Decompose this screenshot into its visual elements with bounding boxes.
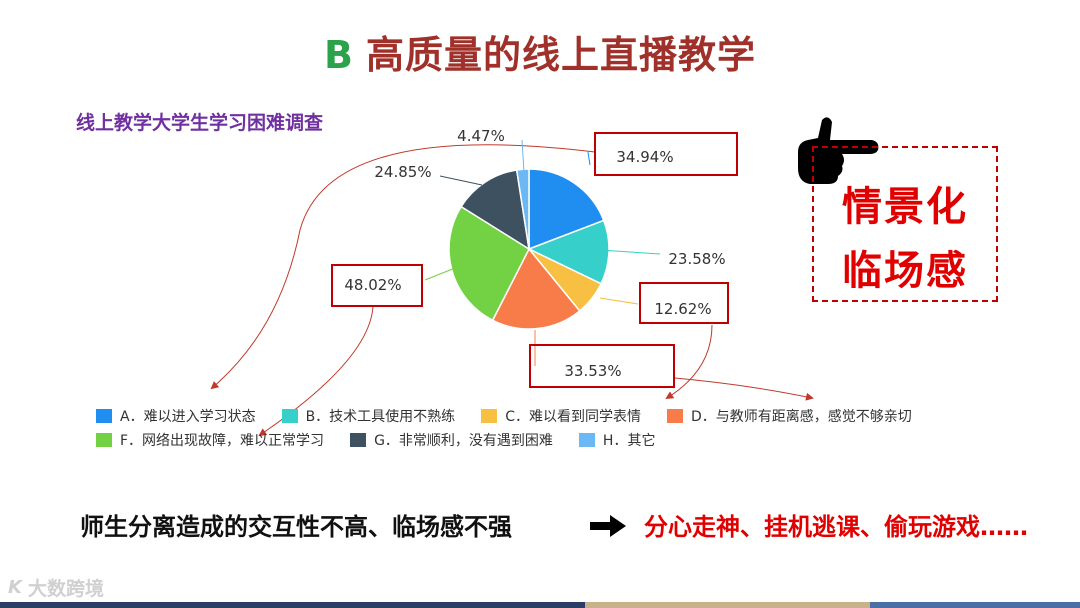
legend-item-g: G．非常顺利，没有遇到困难 (350, 430, 553, 450)
legend-swatch (96, 409, 112, 423)
data-label-h: 4.47% (457, 127, 505, 145)
legend-label: G．非常顺利，没有遇到困难 (374, 433, 553, 449)
legend-label: C．难以看到同学表情 (505, 409, 641, 425)
pie-slice-g (460, 169, 530, 251)
leader-line (521, 139, 525, 173)
legend-swatch (96, 433, 112, 447)
leader-line (587, 151, 591, 166)
survey-title: 线上教学大学生学习困难调查 (76, 112, 324, 134)
legend-label: A．难以进入学习状态 (120, 409, 256, 425)
bottom-band-blue (870, 602, 1080, 608)
legend-label: H．其它 (602, 433, 656, 449)
leader-line (599, 249, 661, 255)
leader-line (439, 175, 483, 186)
highlight-box-a (594, 132, 738, 176)
highlight-box-d (529, 344, 675, 388)
callout-box: 情景化 临场感 (812, 146, 998, 302)
legend-item-h: H．其它 (578, 430, 656, 450)
bottom-band-gold (585, 602, 870, 608)
title-text: 高质量的线上直播教学 (365, 33, 756, 77)
annotation-curve (674, 377, 814, 401)
cause-text: 师生分离造成的交互性不高、临场感不强 (80, 513, 512, 541)
legend-swatch (578, 433, 595, 447)
right-arrow-icon (590, 515, 626, 537)
leader-line (424, 267, 456, 281)
watermark-text: 大数跨境 (27, 578, 104, 600)
slide-title: B 高质量的线上直播教学 (0, 24, 1080, 79)
annotation-curve (210, 144, 596, 390)
legend-item-b: B．技术工具使用不熟练 (281, 406, 456, 426)
pie-slice-h (515, 168, 530, 250)
pie-slice-f (448, 205, 530, 322)
callout-line-1: 情景化 (842, 184, 968, 230)
data-label-f: 48.02% (344, 276, 401, 294)
data-label-c: 12.62% (654, 300, 711, 318)
data-label-d: 33.53% (564, 362, 621, 380)
legend-swatch (281, 409, 298, 423)
consequence-text: 分心走神、挂机逃课、偷玩游戏…… (644, 513, 1028, 541)
chart-legend: A．难以进入学习状态 B．技术工具使用不熟练 C．难以看到同学表情 D．与教师有距离感… (96, 404, 996, 452)
data-label-a: 34.94% (616, 148, 673, 166)
title-prefix: B (324, 33, 354, 77)
callout-line-2: 临场感 (842, 248, 968, 294)
data-label-g: 24.85% (374, 163, 431, 181)
pie-slice-b (527, 219, 610, 285)
legend-swatch (481, 409, 498, 423)
highlight-box-c (639, 282, 729, 324)
legend-row: F．网络出现故障，难以正常学习 G．非常顺利，没有遇到困难 H．其它 (96, 428, 996, 452)
bottom-decorative-band (0, 602, 1080, 608)
legend-item-a: A．难以进入学习状态 (96, 406, 256, 426)
legend-item-c: C．难以看到同学表情 (481, 406, 641, 426)
pie-slice-d (491, 247, 581, 330)
legend-label: F．网络出现故障，难以正常学习 (120, 433, 325, 449)
annotation-curve (665, 324, 713, 400)
legend-item-f: F．网络出现故障，难以正常学习 (96, 430, 324, 450)
legend-swatch (666, 409, 683, 423)
legend-row: A．难以进入学习状态 B．技术工具使用不熟练 C．难以看到同学表情 D．与教师有距离感… (96, 404, 996, 428)
pointing-hand-icon (798, 117, 879, 184)
watermark-logo-icon: K (8, 577, 22, 598)
legend-item-d: D．与教师有距离感，感觉不够亲切 (666, 406, 912, 426)
highlight-box-f (331, 264, 423, 307)
watermark: K 大数跨境 (8, 574, 104, 601)
pie-slice-a (528, 168, 605, 251)
data-label-b: 23.58% (668, 250, 725, 268)
legend-swatch (350, 433, 367, 447)
legend-label: D．与教师有距离感，感觉不够亲切 (690, 409, 912, 425)
legend-label: B．技术工具使用不熟练 (305, 409, 456, 425)
leader-line (599, 297, 639, 305)
